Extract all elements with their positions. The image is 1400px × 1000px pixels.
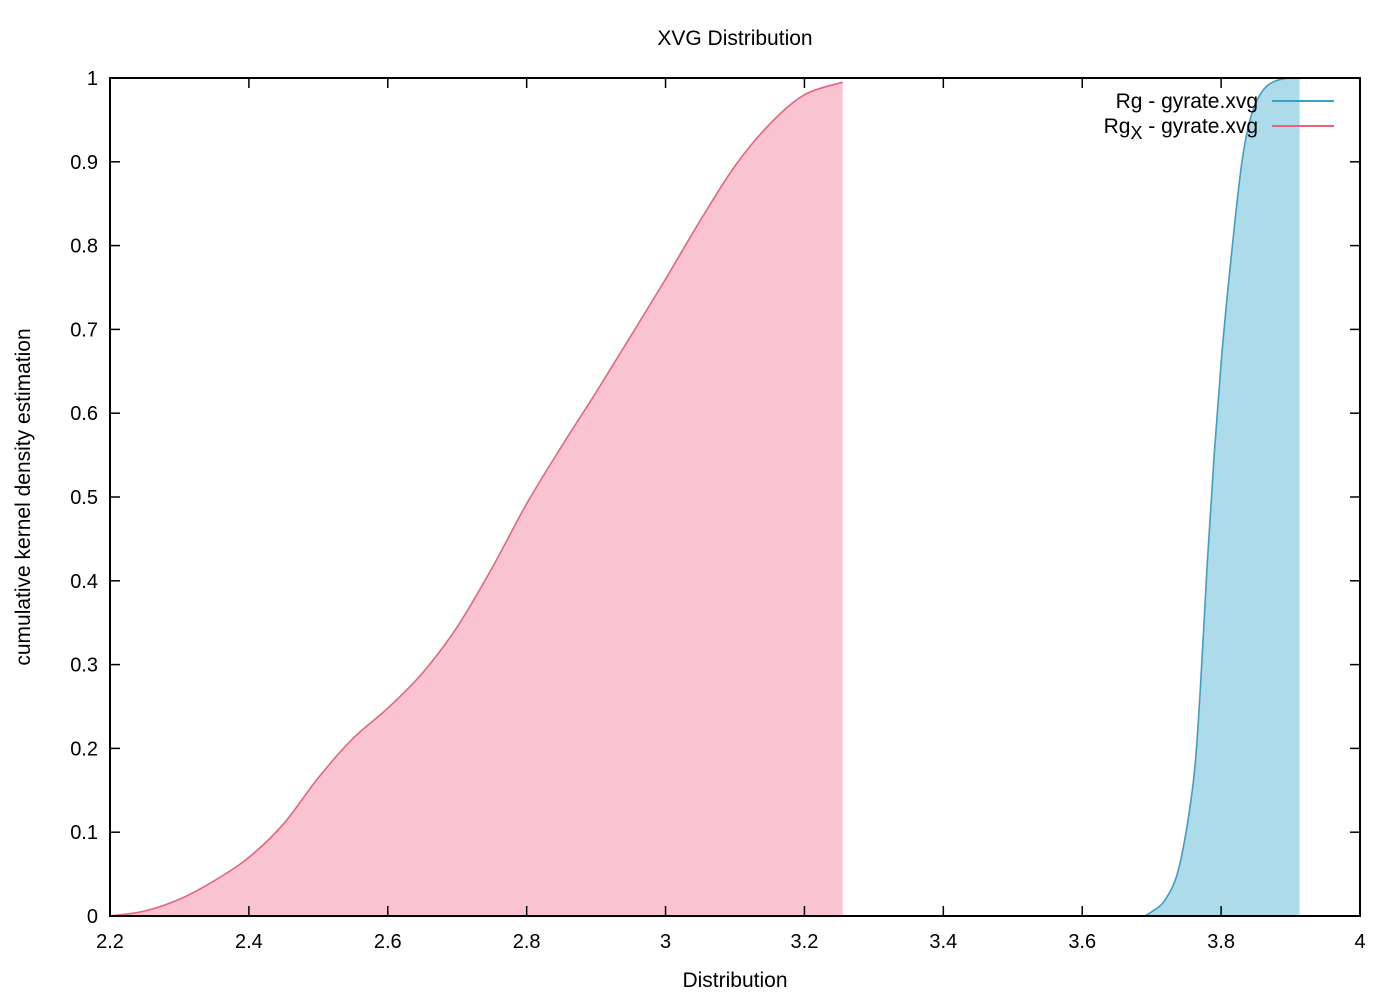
x-tick-label: 3.2 bbox=[791, 931, 819, 953]
legend-label-0: Rg - gyrate.xvg bbox=[1116, 90, 1258, 113]
series-0-line bbox=[1144, 77, 1300, 917]
axis-tick-labels: 2.2 2.4 2.6 2.8 3 3.2 3.4 3.6 3.8 4 0 0.1 0.2 0.3 0.4 0… bbox=[70, 68, 1365, 953]
series-1-line bbox=[109, 81, 843, 917]
y-tick-label: 0.9 bbox=[70, 152, 98, 174]
x-tick-label: 3 bbox=[660, 931, 671, 953]
x-tick-label: 4 bbox=[1354, 931, 1365, 953]
y-tick-label: 0.8 bbox=[70, 236, 98, 258]
axis-ticks bbox=[109, 77, 1361, 917]
y-tick-label: 0.7 bbox=[70, 319, 98, 341]
x-tick-label: 2.6 bbox=[374, 931, 402, 953]
x-tick-label: 3.8 bbox=[1207, 931, 1235, 953]
legend-label-1: RgX - gyrate.xvg bbox=[1104, 115, 1258, 143]
x-tick-label: 3.4 bbox=[929, 931, 957, 953]
y-axis-label: cumulative kernel density estimation bbox=[12, 328, 35, 665]
series-fills bbox=[110, 77, 1300, 917]
y-tick-label: 0.3 bbox=[70, 655, 98, 677]
y-tick-label: 0.1 bbox=[70, 822, 98, 844]
x-axis-label: Distribution bbox=[682, 969, 787, 992]
y-tick-label: 0.2 bbox=[70, 738, 98, 760]
series-lines bbox=[109, 77, 1300, 917]
y-tick-label: 1 bbox=[87, 68, 98, 90]
x-tick-label: 2.8 bbox=[513, 931, 541, 953]
x-tick-label: 2.4 bbox=[235, 931, 263, 953]
x-tick-label: 2.2 bbox=[96, 931, 124, 953]
y-tick-label: 0.5 bbox=[70, 487, 98, 509]
series-0-area bbox=[1144, 77, 1300, 917]
y-tick-label: 0.4 bbox=[70, 571, 98, 593]
y-tick-label: 0.6 bbox=[70, 403, 98, 425]
x-tick-label: 3.6 bbox=[1068, 931, 1096, 953]
series-1-area bbox=[110, 82, 843, 916]
y-tick-label: 0 bbox=[87, 906, 98, 928]
chart-title: XVG Distribution bbox=[657, 27, 812, 50]
